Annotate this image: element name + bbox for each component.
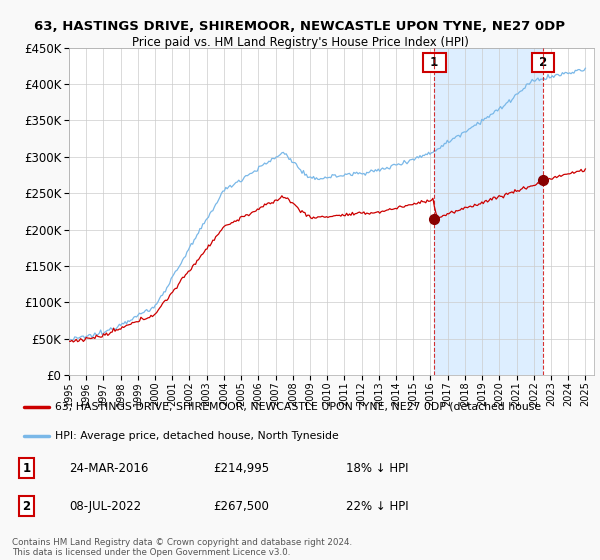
Text: 1: 1: [426, 55, 443, 69]
Text: Price paid vs. HM Land Registry's House Price Index (HPI): Price paid vs. HM Land Registry's House …: [131, 36, 469, 49]
Text: HPI: Average price, detached house, North Tyneside: HPI: Average price, detached house, Nort…: [55, 431, 339, 441]
Text: £214,995: £214,995: [214, 462, 270, 475]
Text: £267,500: £267,500: [214, 500, 269, 512]
Text: 18% ↓ HPI: 18% ↓ HPI: [346, 462, 409, 475]
Text: 1: 1: [22, 462, 31, 475]
Text: 2: 2: [535, 55, 551, 69]
Text: Contains HM Land Registry data © Crown copyright and database right 2024.
This d: Contains HM Land Registry data © Crown c…: [12, 538, 352, 557]
Text: 22% ↓ HPI: 22% ↓ HPI: [346, 500, 409, 512]
Text: 63, HASTINGS DRIVE, SHIREMOOR, NEWCASTLE UPON TYNE, NE27 0DP: 63, HASTINGS DRIVE, SHIREMOOR, NEWCASTLE…: [35, 20, 566, 32]
Text: 63, HASTINGS DRIVE, SHIREMOOR, NEWCASTLE UPON TYNE, NE27 0DP (detached house: 63, HASTINGS DRIVE, SHIREMOOR, NEWCASTLE…: [55, 402, 541, 412]
Text: 08-JUL-2022: 08-JUL-2022: [70, 500, 142, 512]
Text: 2: 2: [22, 500, 31, 512]
Text: 24-MAR-2016: 24-MAR-2016: [70, 462, 149, 475]
Bar: [434, 48, 543, 375]
